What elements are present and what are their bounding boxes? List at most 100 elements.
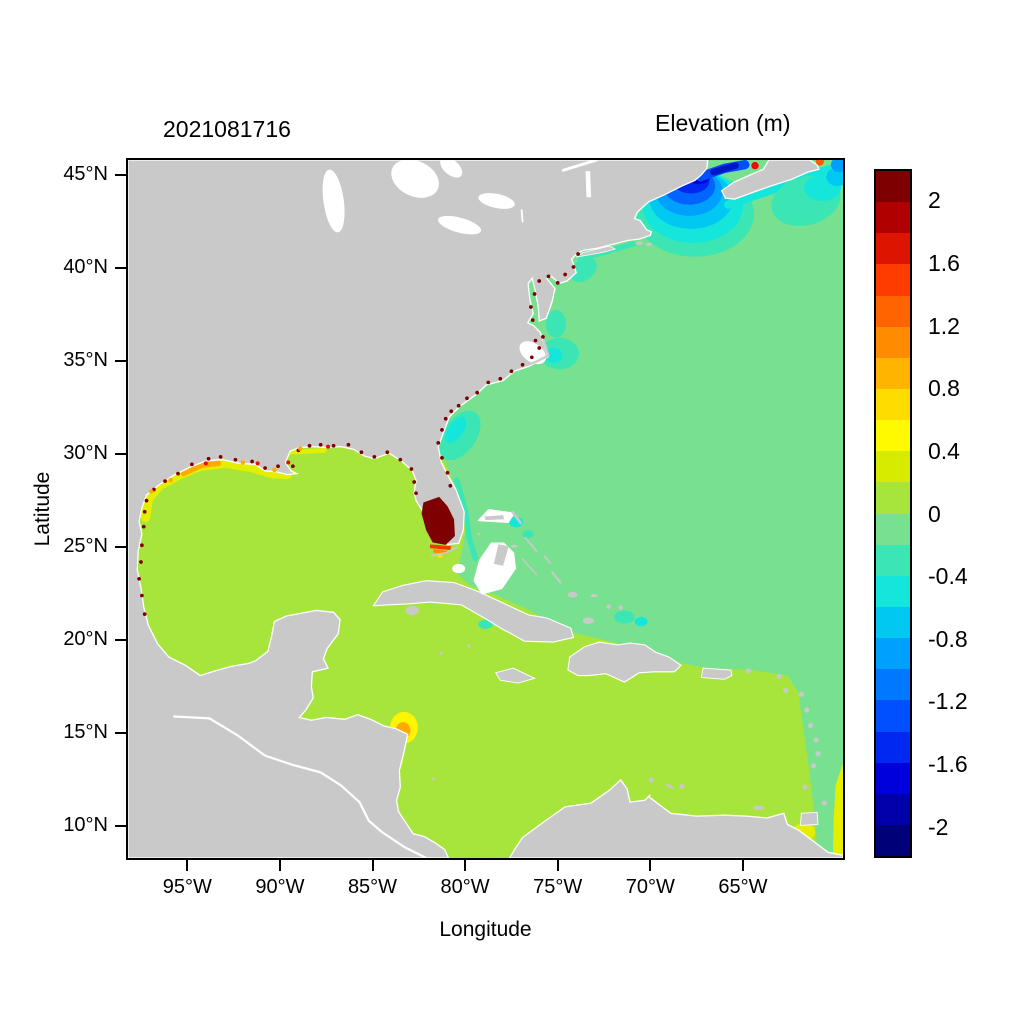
colorbar-band-4 (876, 295, 910, 327)
map-layer-georgian-bay (440, 160, 463, 178)
colorbar-band-19 (876, 762, 910, 794)
map-layer-lake-erie (438, 215, 482, 235)
colorbar-band-6 (876, 357, 910, 389)
map-layer-lake-huron (391, 160, 439, 198)
map-layer-margarita (753, 805, 765, 810)
map-layer-nj-teal (570, 257, 597, 283)
y-tick-mark (115, 360, 126, 363)
map-layer-lake-champlain (585, 171, 592, 198)
map-layer-turks-teal-2 (634, 616, 648, 627)
map-layer-acklins (567, 591, 578, 598)
y-tick-mark (115, 639, 126, 642)
map-layer-long-island-bahamas (551, 571, 562, 584)
y-tick-mark (115, 732, 126, 735)
map-layer-edge-south-yellow (832, 763, 843, 858)
x-tick-label: 65°W (718, 876, 768, 898)
map-layer-nantucket (645, 242, 652, 246)
map-layer-hatteras-cyan (545, 347, 563, 363)
map-layer-marthas-vineyard (635, 241, 643, 245)
map-layer-lesser-antilles (648, 668, 828, 806)
map-layer-pacific-coast (173, 715, 428, 858)
map-layer-grand-bahama (484, 515, 505, 521)
map-layer-turks-caicos (606, 604, 623, 610)
colorbar-band-9 (876, 451, 910, 483)
map-layer-coastal-maroon-specks (137, 252, 580, 617)
x-tick-mark (649, 860, 652, 871)
map-layer-txla-orange (180, 460, 222, 477)
x-tick-label: 95°W (162, 876, 212, 898)
colorbar-band-8 (876, 420, 910, 452)
colorbar-band-21 (876, 824, 910, 857)
colorbar-band-18 (876, 731, 910, 763)
map-layer-st-lawrence (561, 160, 599, 172)
map-layer-long-island-ny (576, 245, 617, 258)
map-layer-gulfstream-teal (454, 477, 479, 562)
map-layer-cay-sal-bank (452, 563, 466, 574)
colorbar-band-11 (876, 513, 910, 545)
x-tick-mark (464, 860, 467, 871)
map-layer-lake-michigan (322, 169, 345, 233)
map-layer-fundy-arm-dark (710, 162, 739, 176)
map-layer-va-teal (545, 309, 567, 338)
colorbar-band-7 (876, 388, 910, 421)
map-layer-eleuthera (524, 536, 538, 552)
colorbar-band-0 (876, 171, 910, 203)
map-layer-atl-ne-blue (826, 167, 843, 187)
colorbar-tick-label: 0.8 (928, 375, 960, 402)
colorbar-band-13 (876, 575, 910, 607)
map-plot-area (126, 158, 845, 860)
map-layer-exuma (521, 558, 538, 575)
colorbar-band-2 (876, 233, 910, 265)
map-layer-bimini (477, 532, 480, 536)
colorbar-title: Elevation (m) (655, 110, 791, 136)
y-tick-label: 40°N (63, 255, 108, 278)
map-layer-hispaniola (567, 641, 682, 683)
colorbar-band-16 (876, 669, 910, 701)
x-tick-label: 80°W (440, 876, 490, 898)
map-layer-georgia-cyan (445, 416, 467, 443)
colorbar-band-10 (876, 482, 910, 514)
map-layer-lake-ontario (478, 193, 515, 209)
map-layer-florida-surge-maroon (421, 496, 455, 545)
map-layer-cuba (372, 580, 575, 643)
map-layer-mayaguana (590, 594, 598, 598)
colorbar (874, 169, 912, 858)
map-layer-cuba-south-teal (478, 619, 493, 630)
x-tick-mark (556, 860, 559, 871)
y-tick-label: 15°N (63, 721, 108, 744)
map-layer-finger-lake (520, 209, 524, 223)
colorbar-tick-label: -0.4 (928, 563, 968, 590)
colorbar-band-15 (876, 638, 910, 670)
map-layer-coastal-red-specks (203, 444, 331, 466)
map-layer-corner-blue (830, 160, 843, 173)
y-tick-label: 35°N (63, 349, 108, 372)
x-tick-label: 85°W (347, 876, 398, 898)
colorbar-band-1 (876, 202, 910, 234)
x-tick-label: 90°W (255, 876, 305, 898)
y-tick-label: 20°N (63, 628, 108, 651)
map-layer-san-andres (432, 777, 436, 781)
map-layer-land-north-america (128, 160, 709, 858)
run-timestamp-label: 2021081716 (163, 116, 291, 142)
map-layer-trinidad (799, 811, 819, 826)
x-tick-mark (186, 860, 189, 871)
map-layer-land-south-america (508, 778, 843, 858)
colorbar-band-5 (876, 326, 910, 358)
y-tick-label: 10°N (63, 814, 108, 837)
map-layer-ms-yellow (288, 448, 327, 455)
map-layer-puerto-rico (700, 667, 733, 680)
y-tick-label: 45°N (63, 162, 108, 185)
y-tick-mark (115, 546, 126, 549)
map-layer-corner-orange (815, 160, 824, 166)
colorbar-tick-label: 2 (928, 187, 941, 214)
x-tick-mark (741, 860, 744, 871)
map-layer-andros (493, 544, 509, 566)
colorbar-band-3 (876, 264, 910, 296)
map-layer-cayman-islands (439, 644, 471, 655)
colorbar-band-20 (876, 793, 910, 825)
colorbar-tick-label: -1.6 (928, 751, 968, 778)
colorbar-tick-label: 0 (928, 500, 941, 527)
colorbar-tick-label: -0.8 (928, 625, 968, 652)
y-tick-mark (115, 453, 126, 456)
